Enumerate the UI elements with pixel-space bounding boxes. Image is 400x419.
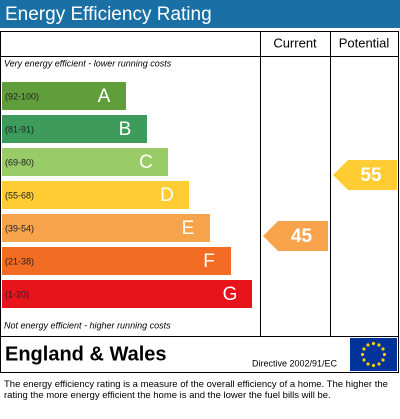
- eu-star: [366, 362, 370, 366]
- eu-star: [377, 343, 381, 347]
- rating-arrow: [263, 221, 328, 251]
- eu-star: [381, 347, 385, 351]
- band-range: (39-54): [5, 223, 34, 233]
- eu-star: [382, 352, 387, 357]
- directive: Directive 2002/91/EC: [252, 358, 338, 368]
- column-header: Potential: [339, 35, 390, 50]
- eu-star: [371, 363, 376, 368]
- band-bar: [2, 214, 210, 242]
- eu-stars: [360, 341, 387, 368]
- top-note: Very energy efficient - lower running co…: [4, 58, 172, 68]
- band-letter: C: [139, 152, 153, 173]
- footer-note: The energy efficiency rating is a measur…: [4, 379, 388, 401]
- band-letter: A: [98, 86, 111, 107]
- column-header: Current: [273, 35, 317, 50]
- eu-star: [360, 352, 365, 357]
- band-range: (1-20): [5, 289, 29, 299]
- epc-chart: Energy Efficiency Rating Current Potenti…: [0, 0, 400, 373]
- band-bar: [2, 247, 231, 275]
- band-letter: F: [203, 251, 215, 272]
- rating-value: 55: [360, 165, 382, 186]
- eu-star: [362, 347, 366, 351]
- region: England & Wales: [5, 343, 167, 365]
- eu-star: [366, 343, 370, 347]
- band-letter: D: [160, 185, 174, 206]
- band-bar: [2, 181, 189, 209]
- table-frame: [0, 31, 399, 373]
- band-range: (69-80): [5, 157, 34, 167]
- rating-value: 45: [291, 226, 313, 247]
- eu-star: [381, 358, 385, 362]
- band-letter: G: [223, 284, 238, 305]
- rating-arrow: [333, 160, 397, 190]
- band-range: (21-38): [5, 256, 34, 266]
- band-bar: [2, 115, 147, 143]
- band-range: (81-91): [5, 124, 34, 134]
- band-bar: [2, 82, 126, 110]
- band-letter: E: [182, 218, 195, 239]
- band-bar: [2, 280, 252, 308]
- eu-star: [362, 358, 366, 362]
- bottom-note: Not energy efficient - higher running co…: [4, 320, 171, 330]
- title: Energy Efficiency Rating: [5, 4, 212, 25]
- band-range: (92-100): [5, 91, 39, 101]
- band-letter: B: [119, 119, 132, 140]
- band-bar: [2, 148, 168, 176]
- eu-star: [377, 362, 381, 366]
- eu-star: [371, 341, 376, 346]
- header-bar: [0, 0, 400, 28]
- band-range: (55-68): [5, 190, 34, 200]
